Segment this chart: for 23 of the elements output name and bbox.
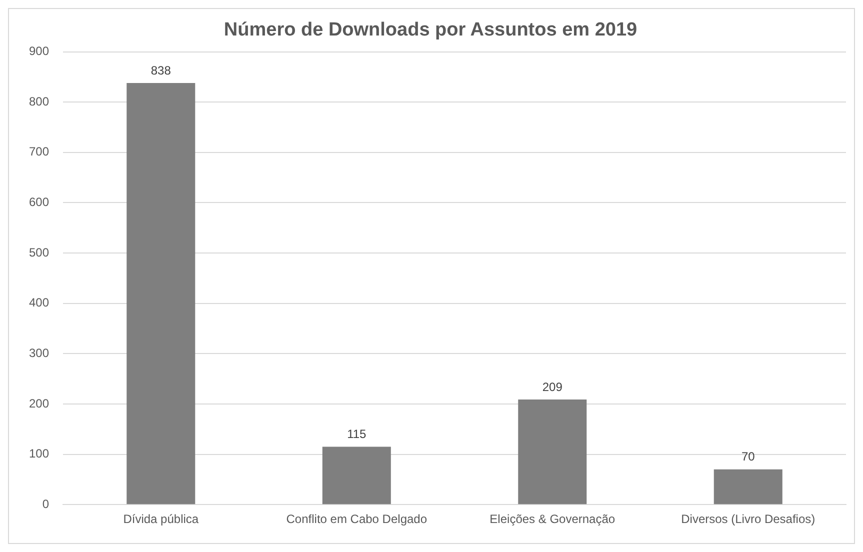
x-tick-label: Dívida pública <box>123 512 199 526</box>
y-tick-label: 100 <box>28 446 50 461</box>
bar <box>714 469 782 504</box>
data-label: 838 <box>150 63 172 78</box>
y-tick-label: 500 <box>28 245 50 260</box>
data-label: 115 <box>347 427 367 442</box>
bar <box>126 82 196 504</box>
y-tick-label: 900 <box>28 44 50 58</box>
y-tick-label: 200 <box>28 396 50 410</box>
data-label: 70 <box>741 450 756 464</box>
bar <box>322 446 391 504</box>
data-label: 209 <box>542 380 563 394</box>
y-tick-label: 300 <box>28 346 50 360</box>
y-tick-label: 700 <box>28 144 50 159</box>
y-tick-label: 400 <box>28 296 50 310</box>
x-tick-label: Eleições & Governação <box>490 512 616 526</box>
x-tick-label: Diversos (Livro Desafios) <box>681 512 816 526</box>
y-tick-label: 0 <box>42 496 50 511</box>
bar <box>518 399 587 504</box>
y-tick-label: 600 <box>28 195 50 210</box>
chart-title: Número de Downloads por Assuntos em 2019 <box>224 20 638 41</box>
x-tick-label: Conflito em Cabo Delgado <box>286 512 428 526</box>
y-tick-label: 800 <box>28 94 50 108</box>
